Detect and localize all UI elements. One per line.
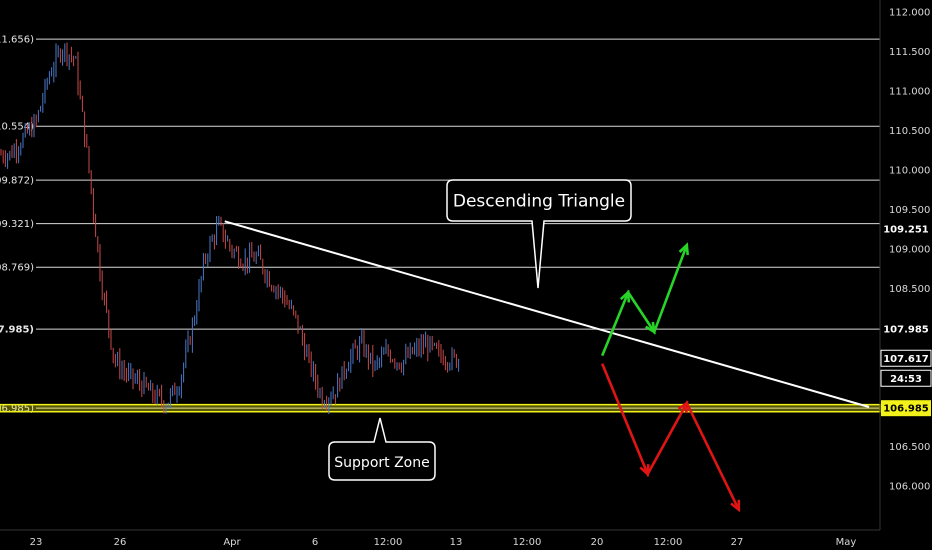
y-tick-label: 106.500 bbox=[889, 442, 930, 453]
support-zone-callout-box bbox=[328, 417, 436, 481]
descending-triangle-callout-box bbox=[446, 179, 632, 289]
descending-triangle-callout-text: Descending Triangle bbox=[453, 192, 625, 212]
x-tick-label: May bbox=[836, 537, 857, 548]
y-tick-label: 108.500 bbox=[889, 284, 930, 295]
horizontal-level-label: 109.321) bbox=[0, 219, 34, 230]
candles-layer bbox=[0, 42, 460, 415]
x-tick-label: 12:00 bbox=[513, 537, 542, 548]
descending-triangle-callout: Descending Triangle bbox=[446, 179, 632, 289]
x-tick-label: 12:00 bbox=[654, 537, 683, 548]
arrows-layer bbox=[600, 242, 741, 513]
right-axis-badge-text: 106.985 bbox=[883, 404, 929, 415]
x-tick-label: 23 bbox=[30, 537, 43, 548]
horizontal-level-label: 109.872) bbox=[0, 176, 34, 187]
x-tick-label: 12:00 bbox=[374, 537, 403, 548]
y-tick-label: 110.500 bbox=[889, 126, 930, 137]
right-axis-badge bbox=[880, 349, 932, 367]
y-tick-label: 111.500 bbox=[889, 47, 930, 58]
y-tick-label: 109.500 bbox=[889, 205, 930, 216]
horizontal-level-label: 110.554) bbox=[0, 122, 34, 133]
level-lines-layer: 111.656) 110.554) 109.872) 109.321) 108.769)… bbox=[0, 35, 880, 415]
y-tick-label: 110.000 bbox=[889, 166, 930, 177]
bearish-arrow-head bbox=[677, 400, 689, 414]
support-zone-rect bbox=[0, 403, 881, 413]
bullish-arrow-head bbox=[678, 242, 689, 256]
support-zone-callout: Support Zone bbox=[328, 417, 436, 481]
x-tick-label: Apr bbox=[223, 537, 241, 548]
right-axis-badge bbox=[881, 400, 931, 417]
right-axis-badge bbox=[880, 369, 932, 387]
trendline-layer bbox=[224, 220, 870, 408]
support-zone-layer bbox=[0, 403, 881, 413]
y-tick-label: 112.000 bbox=[889, 8, 930, 19]
bearish-arrow-head bbox=[639, 464, 650, 477]
bearish-arrow bbox=[600, 363, 740, 511]
bullish-arrow-head bbox=[619, 289, 631, 303]
right-axis-badge bbox=[881, 221, 931, 238]
x-tick-label: 26 bbox=[114, 537, 127, 548]
y-tick-label: 106.000 bbox=[889, 482, 930, 493]
horizontal-level-label: 108.769) bbox=[0, 263, 34, 274]
x-tick-label: 6 bbox=[312, 537, 318, 548]
horizontal-level-label: 111.656) bbox=[0, 35, 34, 46]
y-tick-label: 109.000 bbox=[889, 245, 930, 256]
y-tick-label: 111.000 bbox=[889, 87, 930, 98]
x-tick-label: 20 bbox=[591, 537, 604, 548]
bullish-arrow bbox=[600, 244, 689, 357]
right-axis-badge-text: 109.251 bbox=[883, 225, 929, 236]
bullish-arrow-head bbox=[645, 321, 656, 335]
right-axis-badge-text: 107.617 bbox=[883, 354, 929, 365]
horizontal-level-label: 106.985) bbox=[0, 404, 34, 415]
callouts-layer: Descending Triangle Support Zone bbox=[328, 179, 632, 481]
x-tick-label: 13 bbox=[450, 537, 463, 548]
bearish-arrow-head bbox=[730, 499, 741, 513]
right-axis-badge-text: 107.985 bbox=[883, 325, 929, 336]
right-axis-badge bbox=[881, 321, 931, 338]
horizontal-level-label: 107.985) bbox=[0, 325, 34, 336]
right-axis-badge-text: 24:53 bbox=[890, 374, 922, 385]
descending-trendline bbox=[224, 220, 870, 408]
support-zone-callout-text: Support Zone bbox=[334, 455, 429, 471]
x-tick-label: 27 bbox=[731, 537, 744, 548]
